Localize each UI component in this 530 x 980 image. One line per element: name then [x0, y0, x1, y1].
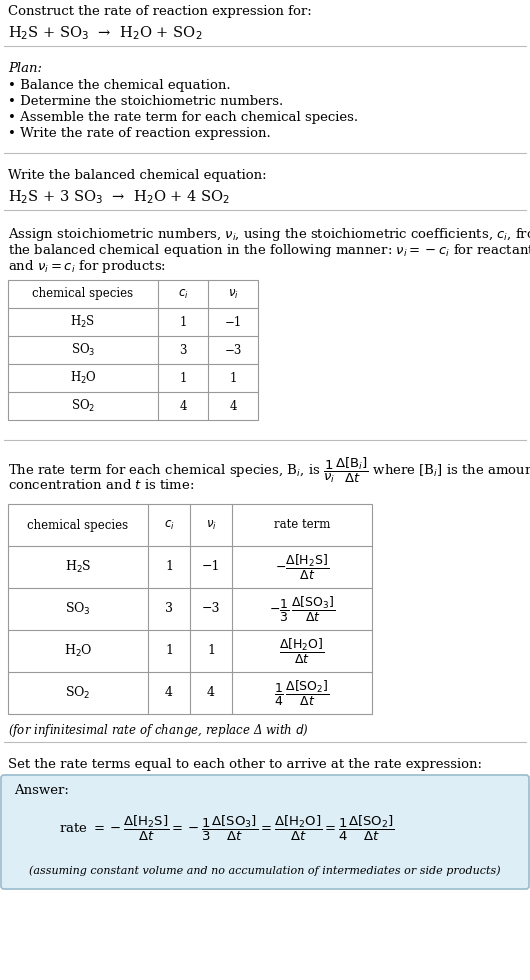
Text: chemical species: chemical species — [32, 287, 134, 301]
Text: SO$_2$: SO$_2$ — [71, 398, 95, 414]
Text: 4: 4 — [179, 400, 187, 413]
Text: $-\dfrac{1}{3}\,\dfrac{\Delta[\mathrm{SO_3}]}{\Delta t}$: $-\dfrac{1}{3}\,\dfrac{\Delta[\mathrm{SO… — [269, 595, 335, 623]
Text: • Balance the chemical equation.: • Balance the chemical equation. — [8, 79, 231, 92]
Text: the balanced chemical equation in the following manner: $\nu_i = -c_i$ for react: the balanced chemical equation in the fo… — [8, 242, 530, 259]
Text: H$_2$O: H$_2$O — [69, 370, 96, 386]
Text: The rate term for each chemical species, B$_i$, is $\dfrac{1}{\nu_i}\dfrac{\Delt: The rate term for each chemical species,… — [8, 456, 530, 485]
Text: Assign stoichiometric numbers, $\nu_i$, using the stoichiometric coefficients, $: Assign stoichiometric numbers, $\nu_i$, … — [8, 226, 530, 243]
Text: $\nu_i$: $\nu_i$ — [227, 287, 238, 301]
Text: 1: 1 — [207, 645, 215, 658]
Text: Set the rate terms equal to each other to arrive at the rate expression:: Set the rate terms equal to each other t… — [8, 758, 482, 771]
Text: SO$_2$: SO$_2$ — [65, 685, 91, 701]
Text: H$_2$S + 3 SO$_3$  →  H$_2$O + 4 SO$_2$: H$_2$S + 3 SO$_3$ → H$_2$O + 4 SO$_2$ — [8, 188, 231, 206]
Text: $\nu_i$: $\nu_i$ — [206, 518, 216, 531]
Text: −3: −3 — [224, 344, 242, 357]
Text: (assuming constant volume and no accumulation of intermediates or side products): (assuming constant volume and no accumul… — [29, 865, 501, 876]
Text: 4: 4 — [207, 687, 215, 700]
Text: $c_i$: $c_i$ — [164, 518, 174, 531]
Text: 1: 1 — [179, 371, 187, 384]
Text: H$_2$S: H$_2$S — [70, 314, 95, 330]
Text: • Determine the stoichiometric numbers.: • Determine the stoichiometric numbers. — [8, 95, 283, 108]
Text: Write the balanced chemical equation:: Write the balanced chemical equation: — [8, 169, 267, 182]
Text: Plan:: Plan: — [8, 62, 42, 75]
Text: H$_2$S: H$_2$S — [65, 559, 91, 575]
Text: 3: 3 — [179, 344, 187, 357]
Text: • Assemble the rate term for each chemical species.: • Assemble the rate term for each chemic… — [8, 111, 358, 124]
Text: H$_2$S + SO$_3$  →  H$_2$O + SO$_2$: H$_2$S + SO$_3$ → H$_2$O + SO$_2$ — [8, 24, 202, 42]
Text: $-\dfrac{\Delta[\mathrm{H_2S}]}{\Delta t}$: $-\dfrac{\Delta[\mathrm{H_2S}]}{\Delta t… — [275, 553, 329, 581]
Text: 4: 4 — [165, 687, 173, 700]
Text: SO$_3$: SO$_3$ — [65, 601, 91, 617]
Text: 4: 4 — [229, 400, 237, 413]
Text: rate term: rate term — [274, 518, 330, 531]
Text: H$_2$O: H$_2$O — [64, 643, 92, 659]
Text: Answer:: Answer: — [14, 784, 69, 797]
Text: $\dfrac{\Delta[\mathrm{H_2O}]}{\Delta t}$: $\dfrac{\Delta[\mathrm{H_2O}]}{\Delta t}… — [279, 636, 325, 665]
FancyBboxPatch shape — [1, 775, 529, 889]
Text: Construct the rate of reaction expression for:: Construct the rate of reaction expressio… — [8, 5, 312, 18]
Text: 1: 1 — [179, 316, 187, 328]
Bar — [8, 504, 372, 714]
Text: and $\nu_i = c_i$ for products:: and $\nu_i = c_i$ for products: — [8, 258, 166, 275]
Text: (for infinitesimal rate of change, replace Δ with $d$): (for infinitesimal rate of change, repla… — [8, 722, 309, 739]
Text: 3: 3 — [165, 603, 173, 615]
Text: 1: 1 — [165, 645, 173, 658]
Text: 1: 1 — [229, 371, 237, 384]
Text: $c_i$: $c_i$ — [178, 287, 188, 301]
Bar — [8, 280, 258, 420]
Text: −3: −3 — [202, 603, 220, 615]
Text: $\dfrac{1}{4}\,\dfrac{\Delta[\mathrm{SO_2}]}{\Delta t}$: $\dfrac{1}{4}\,\dfrac{\Delta[\mathrm{SO_… — [274, 678, 330, 708]
Text: 1: 1 — [165, 561, 173, 573]
Text: SO$_3$: SO$_3$ — [71, 342, 95, 358]
Text: rate $= -\dfrac{\Delta[\mathrm{H_2S}]}{\Delta t} = -\dfrac{1}{3}\dfrac{\Delta[\m: rate $= -\dfrac{\Delta[\mathrm{H_2S}]}{\… — [59, 813, 395, 843]
Text: • Write the rate of reaction expression.: • Write the rate of reaction expression. — [8, 127, 271, 140]
Text: −1: −1 — [224, 316, 242, 328]
Text: concentration and $t$ is time:: concentration and $t$ is time: — [8, 478, 195, 492]
Text: −1: −1 — [202, 561, 220, 573]
Text: chemical species: chemical species — [28, 518, 129, 531]
